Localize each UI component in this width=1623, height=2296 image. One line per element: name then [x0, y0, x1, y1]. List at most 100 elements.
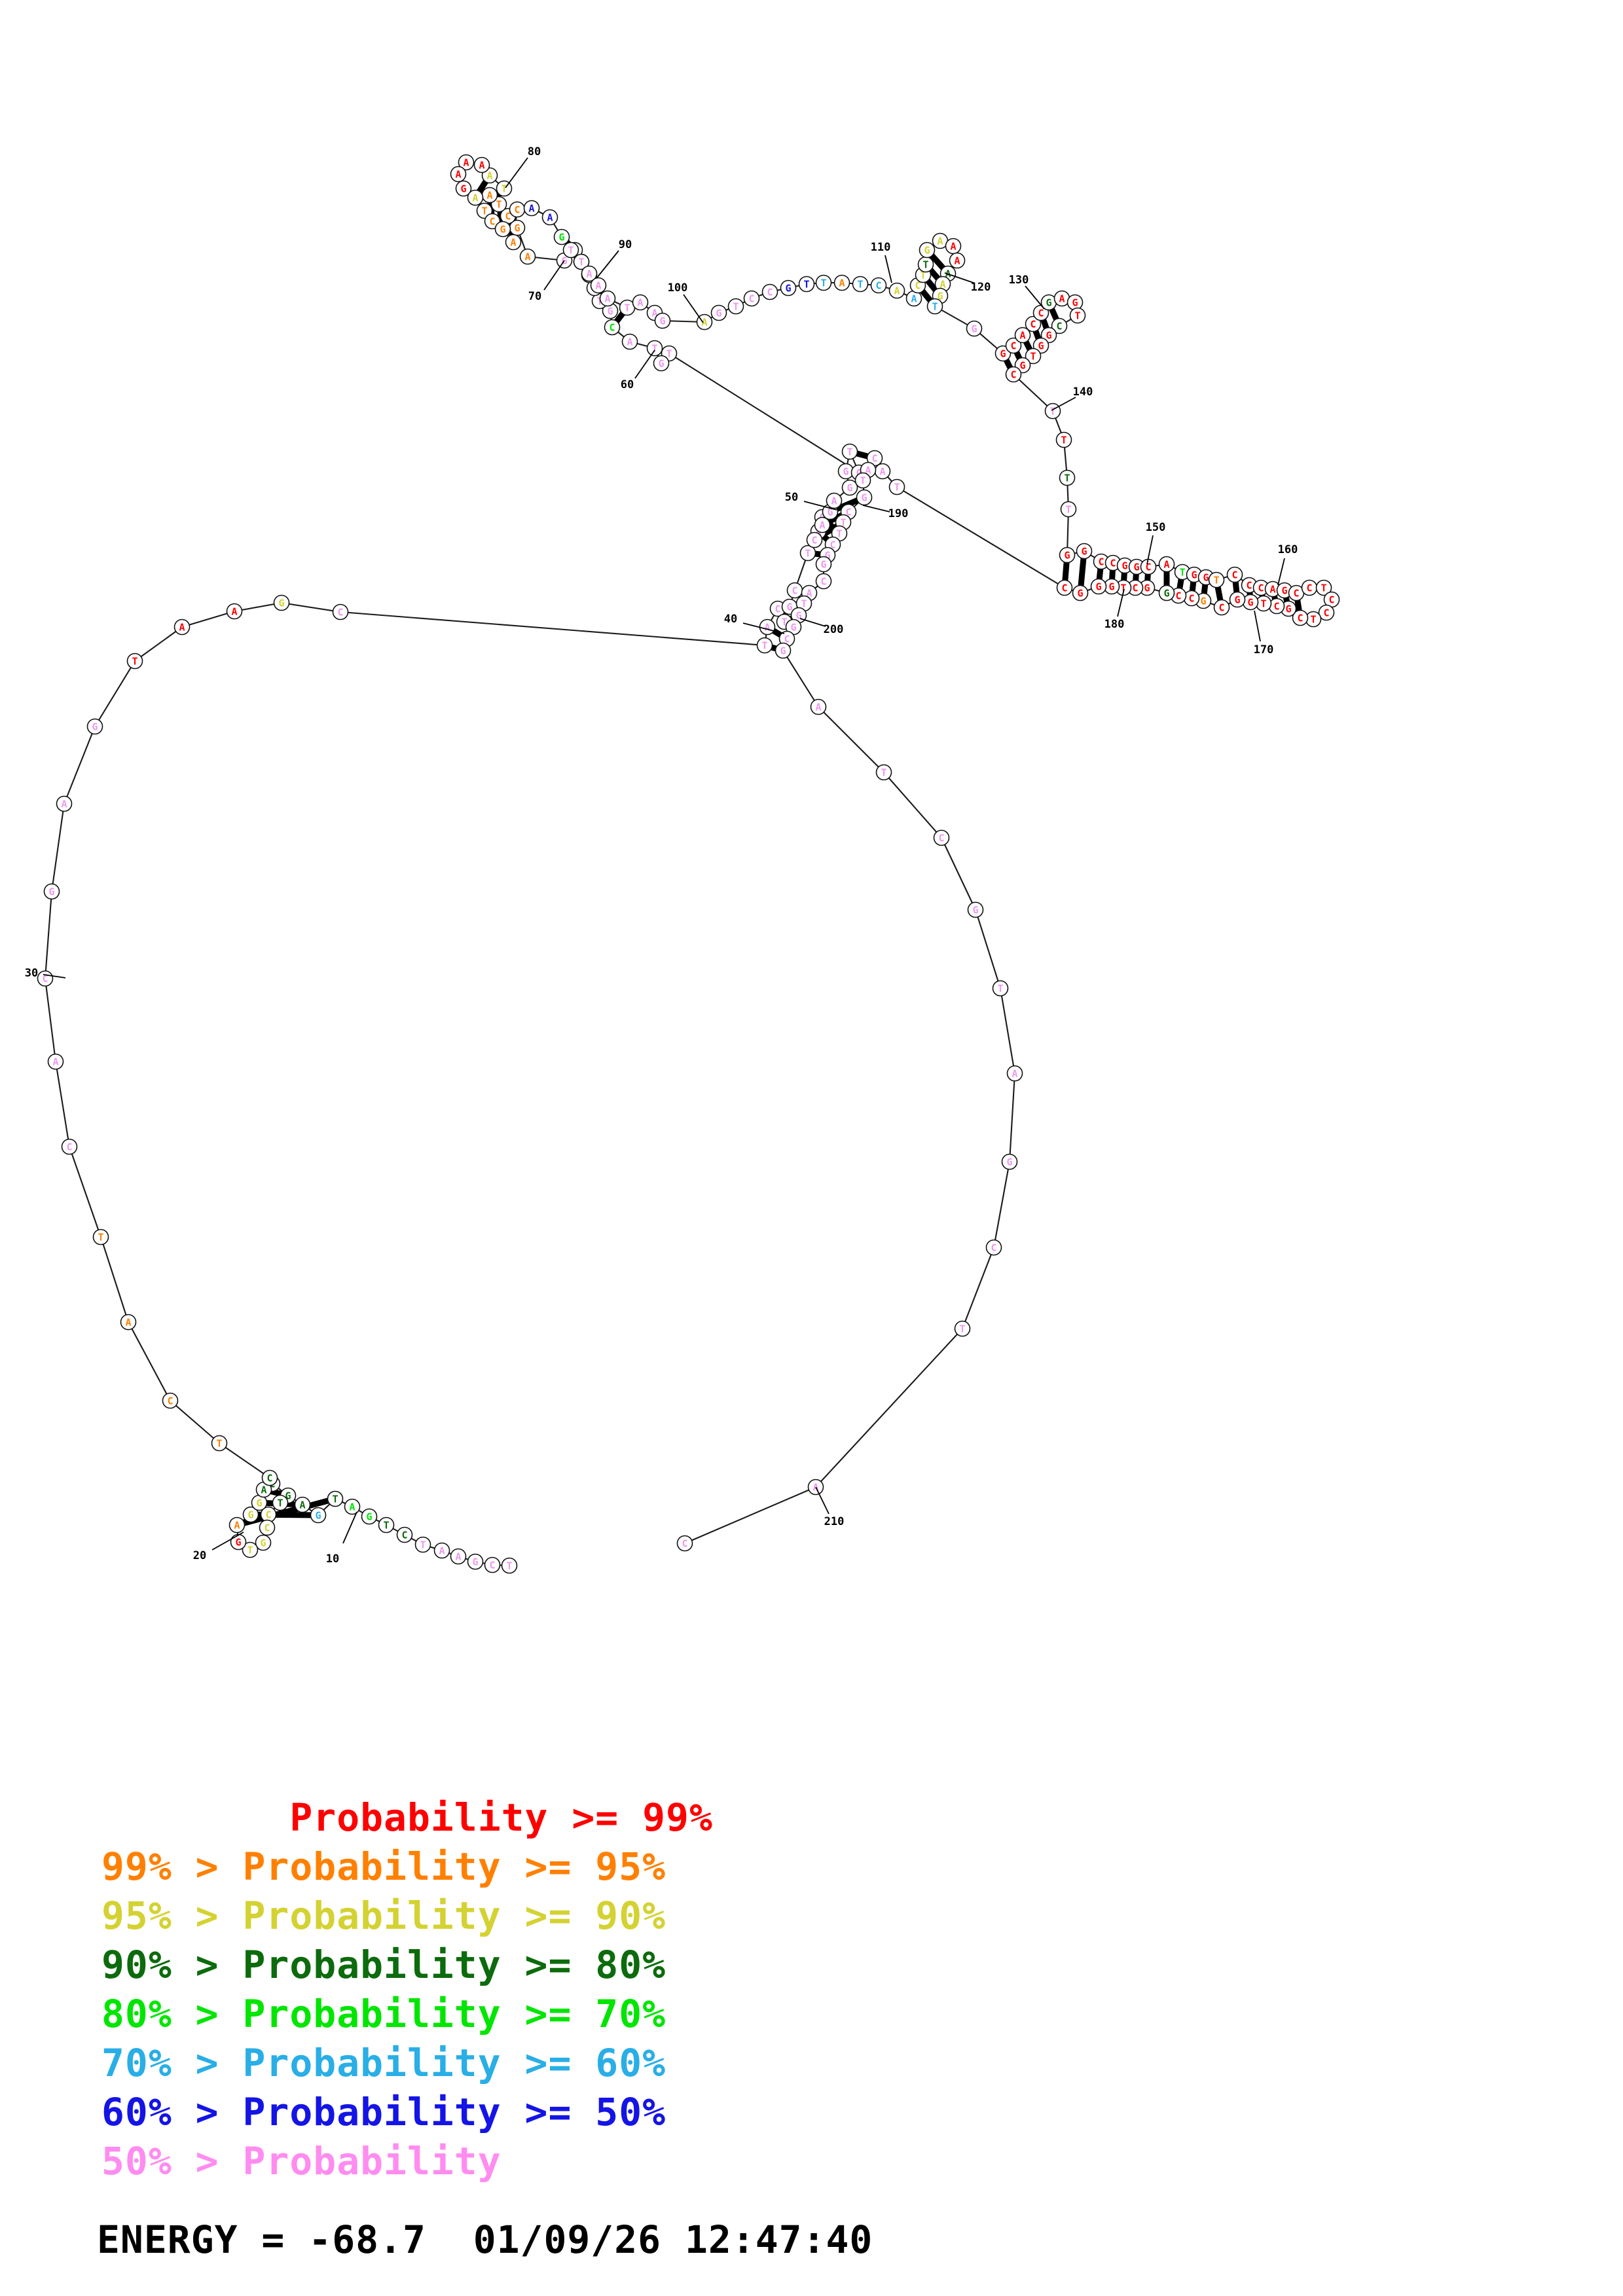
nucleotide[interactable]: A — [294, 1496, 311, 1513]
nucleotide[interactable]: G — [856, 489, 873, 506]
nucleotide[interactable]: A — [344, 1498, 361, 1515]
nucleotide[interactable]: A — [1158, 556, 1175, 573]
nucleotide[interactable]: C — [1005, 337, 1022, 354]
nucleotide[interactable]: C — [786, 582, 803, 599]
nucleotide[interactable]: T — [1315, 579, 1332, 596]
nucleotide[interactable]: A — [888, 282, 905, 299]
nucleotide[interactable]: T — [875, 764, 892, 781]
nucleotide[interactable]: C — [1301, 579, 1318, 596]
nucleotide[interactable]: A — [599, 290, 616, 307]
nucleotide[interactable]: G — [919, 242, 936, 259]
nucleotide[interactable]: C — [37, 970, 54, 987]
nucleotide[interactable]: A — [505, 234, 522, 251]
nucleotide[interactable]: G — [1128, 558, 1145, 575]
nucleotide[interactable]: T — [573, 253, 590, 270]
nucleotide[interactable]: T — [414, 1536, 431, 1553]
nucleotide[interactable]: A — [874, 463, 891, 480]
nucleotide[interactable]: T — [852, 276, 869, 293]
nucleotide[interactable]: A — [833, 274, 850, 291]
nucleotide[interactable]: C — [1025, 315, 1042, 332]
nucleotide[interactable]: C — [1268, 598, 1285, 615]
nucleotide[interactable]: G — [654, 312, 671, 329]
nucleotide[interactable]: C — [761, 283, 778, 300]
nucleotide[interactable]: G — [255, 1534, 272, 1551]
nucleotide[interactable]: G — [1242, 594, 1259, 611]
nucleotide[interactable]: G — [1229, 591, 1246, 608]
nucleotide[interactable]: T — [1025, 348, 1042, 365]
nucleotide[interactable]: T — [854, 472, 871, 489]
nucleotide[interactable]: C — [870, 277, 887, 294]
nucleotide[interactable]: C — [1127, 579, 1144, 596]
nucleotide[interactable]: C — [985, 1239, 1002, 1256]
nucleotide[interactable]: T — [1069, 307, 1086, 324]
nucleotide[interactable]: G — [1001, 1153, 1018, 1170]
nucleotide[interactable]: A — [581, 265, 598, 282]
nucleotide[interactable]: G — [1072, 584, 1089, 601]
nucleotide[interactable]: A — [759, 619, 776, 636]
nucleotide[interactable]: C — [933, 829, 950, 846]
nucleotide[interactable]: T — [727, 298, 744, 315]
nucleotide[interactable]: G — [361, 1508, 378, 1525]
nucleotide[interactable]: A — [632, 294, 649, 311]
nucleotide[interactable]: C — [1051, 317, 1068, 334]
nucleotide[interactable]: C — [61, 1138, 78, 1155]
nucleotide[interactable]: G — [1059, 547, 1076, 564]
nucleotide[interactable]: T — [211, 1435, 228, 1452]
nucleotide[interactable]: A — [433, 1542, 450, 1559]
nucleotide[interactable]: A — [173, 619, 191, 636]
nucleotide[interactable]: T — [378, 1516, 395, 1534]
nucleotide[interactable]: C — [1292, 609, 1309, 626]
nucleotide[interactable]: A — [523, 200, 540, 217]
nucleotide[interactable]: A — [519, 248, 536, 265]
nucleotide[interactable]: G — [841, 479, 858, 496]
nucleotide[interactable]: G — [1090, 578, 1107, 595]
nucleotide[interactable]: C — [1213, 599, 1230, 616]
nucleotide[interactable]: A — [226, 603, 243, 620]
nucleotide[interactable]: T — [888, 478, 905, 495]
nucleotide[interactable]: A — [458, 154, 475, 171]
nucleotide[interactable]: T — [272, 1494, 289, 1511]
nucleotide[interactable]: G — [815, 556, 832, 573]
nucleotide[interactable]: A — [450, 1548, 467, 1565]
nucleotide[interactable]: A — [56, 795, 73, 812]
nucleotide[interactable]: T — [1060, 501, 1077, 518]
nucleotide[interactable]: G — [653, 355, 670, 372]
nucleotide[interactable]: G — [1186, 566, 1203, 583]
nucleotide[interactable]: A — [450, 166, 467, 183]
nucleotide[interactable]: T — [1174, 564, 1191, 581]
nucleotide[interactable]: C — [332, 603, 349, 620]
nucleotide[interactable]: A — [120, 1314, 137, 1331]
nucleotide[interactable]: T — [926, 298, 943, 315]
nucleotide[interactable]: T — [799, 545, 816, 562]
nucleotide[interactable]: A — [481, 187, 498, 204]
nucleotide[interactable]: T — [126, 653, 143, 670]
nucleotide[interactable]: G — [602, 302, 619, 319]
nucleotide[interactable]: A — [590, 277, 607, 294]
nucleotide[interactable]: A — [814, 516, 831, 533]
nucleotide[interactable]: C — [261, 1469, 278, 1486]
nucleotide[interactable]: G — [455, 180, 472, 197]
nucleotide[interactable]: C — [1318, 604, 1335, 621]
nucleotide[interactable]: G — [780, 279, 797, 296]
nucleotide[interactable]: C — [1140, 558, 1157, 575]
nucleotide[interactable]: A — [621, 333, 638, 350]
nucleotide[interactable]: T — [92, 1229, 109, 1246]
nucleotide[interactable]: A — [228, 1516, 246, 1534]
nucleotide[interactable]: A — [473, 156, 490, 173]
nucleotide[interactable]: C — [676, 1535, 693, 1552]
nucleotide[interactable]: T — [1208, 571, 1225, 588]
nucleotide[interactable]: G — [1067, 294, 1084, 311]
nucleotide[interactable]: C — [743, 290, 760, 307]
nucleotide[interactable]: G — [467, 1553, 484, 1570]
nucleotide[interactable]: T — [562, 242, 579, 259]
nucleotide[interactable]: T — [242, 1541, 259, 1558]
nucleotide[interactable]: G — [1076, 543, 1093, 560]
nucleotide[interactable]: A — [47, 1053, 64, 1070]
nucleotide[interactable]: G — [710, 304, 727, 321]
nucleotide[interactable]: G — [553, 228, 570, 245]
nucleotide[interactable]: G — [494, 221, 511, 238]
nucleotide[interactable]: C — [1005, 366, 1022, 383]
nucleotide[interactable]: T — [992, 980, 1009, 997]
nucleotide[interactable]: T — [1059, 469, 1076, 486]
nucleotide[interactable]: T — [327, 1490, 344, 1507]
